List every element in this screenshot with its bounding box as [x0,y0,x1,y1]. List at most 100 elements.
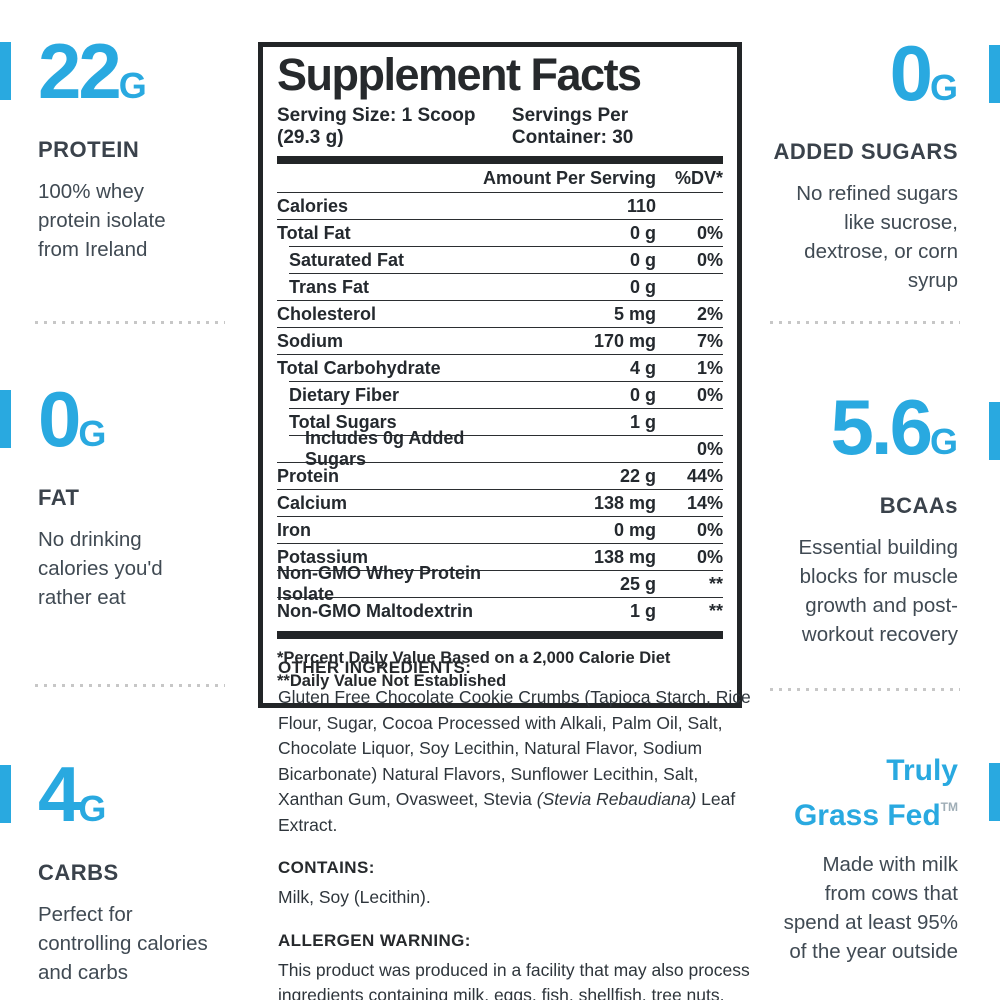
facts-table: Calories 110 Total Fat 0 g 0% Saturated Fat 0 … [277,192,723,624]
row-name: Protein [277,465,340,486]
table-row: Iron 0 mg 0% [277,516,723,543]
facts-title: Supplement Facts [277,49,642,100]
row-amount: 0 g [629,249,656,270]
row-amount: 0 mg [613,519,656,540]
metric-description: No drinking calories you'd rather eat [38,528,163,609]
row-name: Calcium [277,492,348,513]
row-dv: 0% [696,222,723,243]
other-ingredients-heading: OTHER INGREDIENTS: [278,658,472,677]
metric-fat-value-row: 0G [38,380,238,473]
metric-description: No refined sugars like sucrose, dextrose… [796,182,958,292]
metric-unit: G [929,421,958,462]
ingredient-text: Leaf Extract. [278,789,736,835]
footnote-dv: *Percent Daily Value Based on a 2,000 Ca… [277,649,671,667]
row-amount: 0 g [629,222,656,243]
row-dv: ** [708,573,723,594]
metric-carbs: 4G CARBS Perfect for controlling calorie… [38,755,238,987]
allergen-warning-text: This product was produced in a facility … [278,959,750,1000]
table-row: Non-GMO Maltodextrin 1 g ** [277,597,723,624]
row-name: Sodium [277,330,343,351]
metric-carbs-value-row: 4G [38,755,238,848]
table-row: Saturated Fat 0 g 0% [289,246,723,273]
table-header: Amount Per Serving %DV* [277,164,723,192]
ingredient-text: Gluten Free Chocolate Cookie Crumbs (Tap… [278,687,751,809]
amount-per-serving-header: Amount Per Serving [482,167,656,188]
row-dv: ** [708,600,723,621]
row-name: Iron [277,519,311,540]
row-dv: 0% [696,249,723,270]
accent-bar-left-fat [0,390,11,448]
divider-right-1 [770,321,960,324]
row-dv: 44% [686,465,723,486]
table-row: Calcium 138 mg 14% [277,489,723,516]
accent-bar-left-protein [0,42,11,100]
table-row: Total Sugars 1 g [289,408,723,435]
grass-fed-line1: Truly [886,754,958,787]
row-name: Calories [277,195,349,216]
metric-protein: 22G PROTEIN 100% whey protein isolate fr… [38,32,238,264]
table-row: Protein 22 g 44% [277,462,723,489]
row-name: Includes 0g Added Sugars [305,428,465,469]
metric-label: FAT [38,485,80,510]
row-name: Total Carbohydrate [277,357,441,378]
row-name: Total Fat [277,222,351,243]
row-dv: 0% [696,384,723,405]
row-amount: 170 mg [593,330,656,351]
metric-value: 22 [38,27,122,115]
metric-description: Essential building blocks for muscle gro… [798,536,958,646]
metric-description: Perfect for controlling calories and car… [38,903,208,984]
row-amount: 0 g [629,276,656,297]
row-name: Non-GMO Maltodextrin [277,600,473,621]
accent-bar-left-carbs [0,765,11,823]
dv-header: %DV* [674,167,723,188]
row-amount: 1 g [629,411,656,432]
row-name: Potassium [277,546,369,567]
row-name: Trans Fat [289,276,370,297]
row-dv: 0% [696,438,723,459]
metric-unit: G [78,413,107,454]
row-amount: 22 g [619,465,656,486]
row-dv: 7% [696,330,723,351]
metric-value: 0 [889,29,933,117]
table-row: Total Carbohydrate 4 g 1% [277,354,723,381]
table-row: Cholesterol 5 mg 2% [277,300,723,327]
servings-per-container: Servings Per Container: 30 [511,105,634,148]
row-amount: 4 g [629,357,656,378]
grass-fed-title: Truly Grass FedTM [758,752,958,834]
metric-unit: G [78,788,107,829]
contains-section: CONTAINS: Milk, Soy (Lecithin). [278,858,756,911]
divider-left-2 [35,684,225,687]
row-dv: 1% [696,357,723,378]
row-dv: 14% [686,492,723,513]
table-row: Sodium 170 mg 7% [277,327,723,354]
metric-label: BCAAs [879,493,958,518]
metric-value: 0 [38,375,81,463]
table-row: Trans Fat 0 g [289,273,723,300]
row-dv: 0% [696,546,723,567]
metric-added-sugars-value-row: 0G [758,34,958,127]
supplement-facts-panel: Supplement Facts Serving Size: 1 Scoop (… [258,42,742,708]
contains-heading: CONTAINS: [278,858,375,877]
row-amount: 25 g [619,573,656,594]
row-amount: 5 mg [613,303,656,324]
grass-fed-line2: Grass Fed [793,799,941,832]
footnotes: *Percent Daily Value Based on a 2,000 Ca… [277,647,723,693]
row-amount: 138 mg [593,546,656,567]
metric-description: 100% whey protein isolate from Ireland [38,180,166,261]
metric-bcaas-value-row: 5.6G [758,388,958,481]
row-name: Dietary Fiber [289,384,400,405]
table-row: Potassium 138 mg 0% [277,543,723,570]
accent-bar-right-grassfed [989,763,1000,821]
info-sections: OTHER INGREDIENTS: Gluten Free Chocolate… [278,658,756,1000]
accent-bar-right-bcaas [989,402,1000,460]
metric-unit: G [118,65,147,106]
metric-value: 4 [38,750,81,838]
metric-label: CARBS [38,860,119,885]
table-row: Dietary Fiber 0 g 0% [289,381,723,408]
table-row: Calories 110 [277,192,723,219]
row-amount: 0 g [629,384,656,405]
metric-grass-fed: Truly Grass FedTM Made with milk from co… [758,752,958,966]
metric-bcaas: 5.6G BCAAs Essential building blocks for… [758,388,958,649]
row-dv: 0% [696,519,723,540]
separator-thick-top [277,156,723,164]
